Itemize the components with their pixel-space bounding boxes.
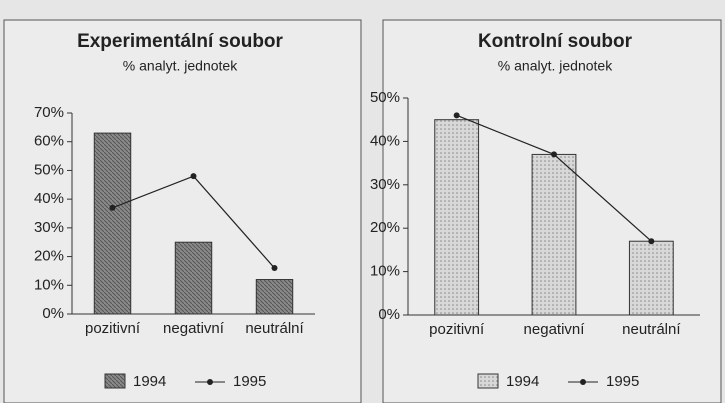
chart-subtitle: % analyt. jednotek: [123, 58, 238, 74]
chart-subtitle: % analyt. jednotek: [498, 58, 613, 74]
bar: [174, 241, 213, 315]
bar: [255, 279, 294, 315]
bar: [531, 153, 577, 316]
legend-swatch: [104, 373, 126, 389]
point: [271, 265, 278, 272]
legend-label: 1995: [233, 373, 266, 390]
legend-marker: [207, 379, 213, 385]
point: [453, 112, 460, 119]
legend-label: 1994: [133, 373, 166, 390]
chart-title: Experimentální soubor: [77, 31, 283, 52]
x-tick-label: negativní: [163, 320, 225, 337]
bar: [93, 132, 132, 315]
bar: [628, 240, 674, 316]
bar: [434, 119, 480, 316]
y-tick-label: 50%: [370, 89, 400, 106]
y-tick-label: 70%: [34, 104, 64, 121]
y-tick-label: 0%: [378, 306, 400, 323]
legend-label: 1995: [606, 373, 639, 390]
y-tick-label: 10%: [34, 276, 64, 293]
x-tick-label: pozitivní: [429, 321, 485, 338]
point: [109, 204, 116, 211]
y-tick-label: 30%: [370, 176, 400, 193]
y-tick-label: 0%: [42, 305, 64, 322]
y-tick-label: 60%: [34, 133, 64, 150]
chart-title: Kontrolní soubor: [478, 31, 633, 52]
y-tick-label: 20%: [34, 248, 64, 265]
x-tick-label: pozitivní: [85, 320, 141, 337]
x-tick-label: neutrální: [622, 321, 681, 338]
legend-swatch: [477, 373, 499, 389]
legend-marker: [580, 379, 586, 385]
panel: [3, 19, 362, 403]
x-tick-label: negativní: [524, 321, 586, 338]
x-tick-label: neutrální: [245, 320, 304, 337]
y-tick-label: 50%: [34, 161, 64, 178]
y-tick-label: 30%: [34, 219, 64, 236]
y-tick-label: 40%: [370, 132, 400, 149]
point: [648, 238, 655, 245]
legend-label: 1994: [506, 373, 539, 390]
y-tick-label: 10%: [370, 263, 400, 280]
point: [190, 173, 197, 180]
point: [551, 151, 557, 158]
y-tick-label: 40%: [34, 190, 64, 207]
y-tick-label: 20%: [370, 219, 400, 236]
